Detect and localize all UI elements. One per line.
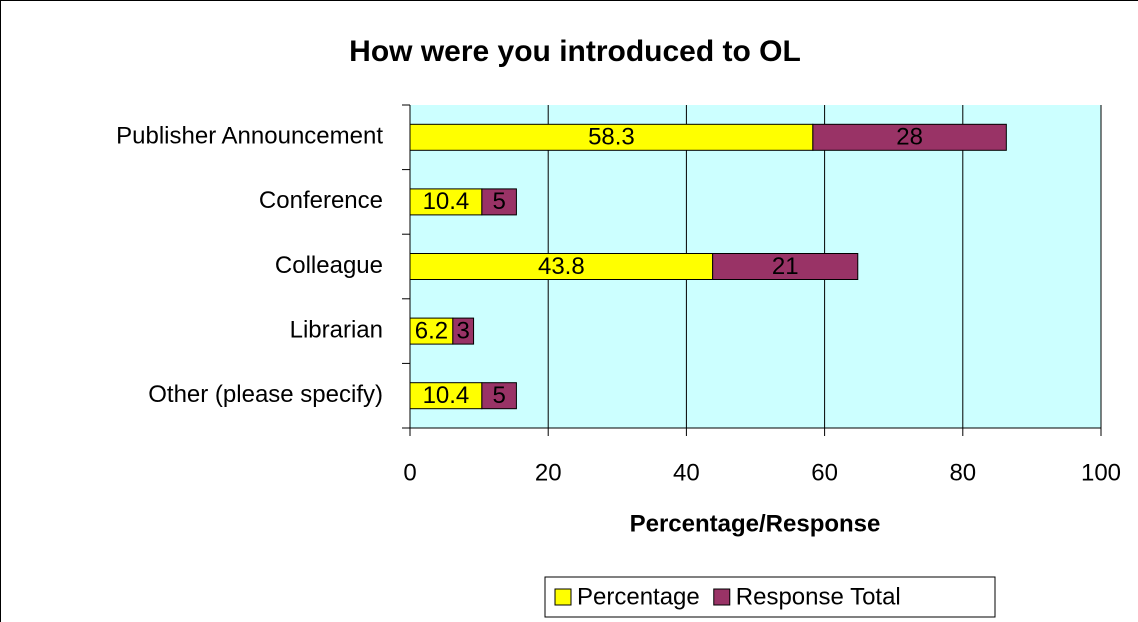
bar-segment bbox=[712, 253, 859, 280]
x-tick-label: 0 bbox=[403, 459, 416, 486]
data-label: 10.4 bbox=[423, 382, 470, 409]
bar-segment bbox=[409, 188, 483, 216]
bar-segment bbox=[409, 317, 454, 345]
bar-segment bbox=[452, 317, 475, 345]
legend-swatch bbox=[554, 588, 572, 606]
x-axis-label: Percentage/Response bbox=[630, 510, 881, 537]
data-label: 3 bbox=[457, 317, 470, 344]
y-tick-label: Publisher Announcement bbox=[116, 123, 383, 150]
legend-label: Percentage bbox=[577, 583, 700, 610]
data-label: 6.2 bbox=[415, 317, 448, 344]
bar-segment bbox=[409, 253, 714, 280]
bar-segment bbox=[409, 123, 814, 151]
x-tick-label: 60 bbox=[811, 459, 838, 486]
data-label: 5 bbox=[492, 188, 505, 215]
data-label: 5 bbox=[492, 382, 505, 409]
x-tick-label: 80 bbox=[949, 459, 976, 486]
legend-box bbox=[544, 576, 996, 618]
chart-title: How were you introduced to OL bbox=[349, 35, 801, 68]
bar-segment bbox=[812, 123, 1007, 151]
legend-swatch bbox=[713, 588, 731, 606]
y-tick-label: Conference bbox=[259, 187, 383, 214]
data-label: 10.4 bbox=[423, 188, 470, 215]
data-label: 21 bbox=[772, 253, 799, 280]
y-tick-label: Other (please specify) bbox=[148, 381, 383, 408]
bar-segment bbox=[481, 382, 517, 410]
data-label: 28 bbox=[896, 124, 923, 151]
y-tick-label: Colleague bbox=[275, 252, 383, 279]
bar-segment bbox=[481, 188, 517, 216]
bar-segment bbox=[409, 382, 483, 410]
data-label: 43.8 bbox=[538, 253, 585, 280]
legend-label: Response Total bbox=[736, 583, 901, 610]
x-tick-label: 100 bbox=[1081, 459, 1121, 486]
x-tick-label: 40 bbox=[673, 459, 700, 486]
legend: Percentage Response Total bbox=[544, 576, 996, 618]
data-label: 58.3 bbox=[588, 124, 635, 151]
y-tick-label: Librarian bbox=[290, 316, 383, 343]
x-tick-label: 20 bbox=[535, 459, 562, 486]
